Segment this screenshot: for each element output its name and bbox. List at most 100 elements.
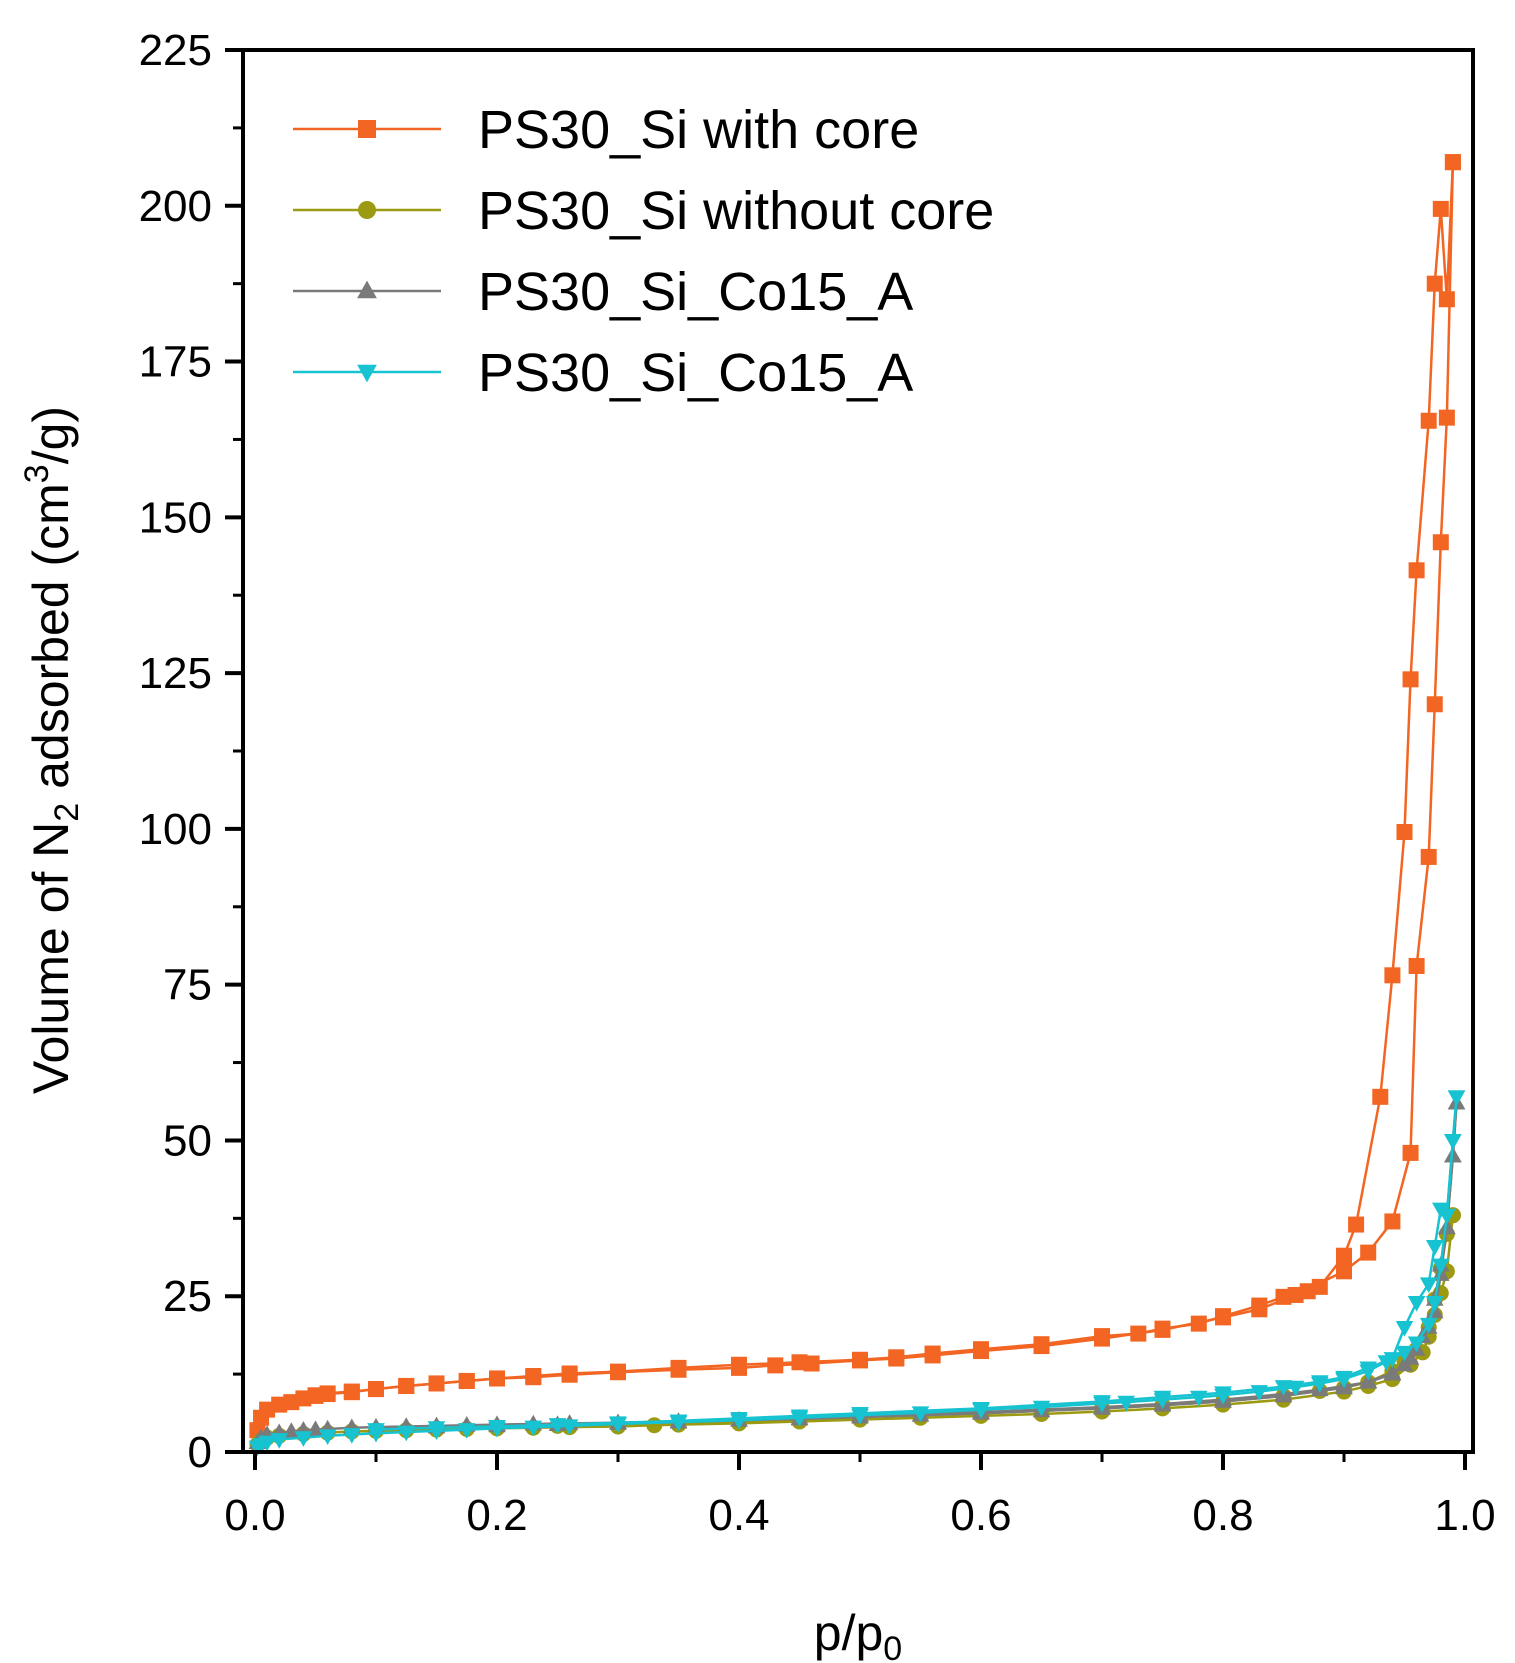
data-point (1384, 1213, 1401, 1230)
data-point (1408, 562, 1425, 579)
data-point (1447, 1090, 1466, 1107)
y-tick-label: 150 (139, 493, 212, 542)
data-point (1336, 1247, 1352, 1264)
y-tick-label: 225 (139, 26, 212, 75)
data-point (1444, 154, 1461, 171)
plot-area-frame (241, 48, 1475, 1454)
y-axis-title-superscript: 3 (18, 464, 56, 483)
data-point (1360, 1244, 1377, 1261)
data-point (1432, 1258, 1450, 1275)
data-point (270, 1433, 288, 1449)
data-point (924, 1345, 941, 1362)
x-axis-title: p/p0 (814, 1605, 902, 1663)
data-point (1396, 824, 1413, 841)
data-point (295, 1390, 312, 1407)
data-point (1311, 1278, 1328, 1295)
data-point (1093, 1395, 1111, 1411)
data-point (1359, 1361, 1377, 1378)
data-point (1384, 967, 1401, 984)
series-3-adsorption-line (256, 1102, 1458, 1444)
data-point (1372, 1088, 1389, 1105)
data-point (1419, 1317, 1438, 1334)
data-point (1154, 1320, 1171, 1337)
data-point (731, 1356, 747, 1373)
data-point (1395, 1355, 1414, 1372)
data-point (1190, 1315, 1207, 1332)
data-point (1432, 1202, 1450, 1219)
series-1-desorption-line (315, 162, 1455, 1397)
data-point (398, 1377, 415, 1394)
data-point (1402, 1144, 1419, 1161)
y-axis-title-subscript: 2 (48, 803, 86, 822)
y-axis-title: Volume of N2 adsorbed (cm3/g) (18, 406, 86, 1094)
data-point (888, 1349, 905, 1366)
data-point (1383, 1352, 1402, 1368)
data-point (427, 1421, 446, 1437)
data-point (283, 1394, 300, 1411)
data-point (1033, 1336, 1050, 1353)
data-point (1395, 1320, 1414, 1337)
y-tick-label: 75 (163, 961, 212, 1010)
data-point (1214, 1386, 1232, 1403)
data-point (1408, 957, 1425, 974)
data-point (525, 1367, 542, 1384)
data-point (791, 1354, 808, 1371)
data-point (1407, 1336, 1426, 1353)
x-axis-title-subscript: 0 (883, 1630, 902, 1663)
data-point (1336, 1263, 1352, 1280)
data-point (271, 1396, 288, 1413)
data-point (1335, 1370, 1353, 1387)
x-tick-label: 0.8 (1192, 1491, 1253, 1540)
y-tick-label: 25 (163, 1272, 212, 1321)
data-point (259, 1401, 276, 1418)
data-point (1420, 848, 1437, 865)
data-point (368, 1381, 384, 1398)
axis-ticks: 0.0 0.2 0.4 0.6 0.8 1.0 0 25 50 75 100 125 150 175 200… (139, 26, 1496, 1540)
data-point (319, 1385, 336, 1402)
y-tick-label: 100 (139, 805, 212, 854)
data-point (670, 1359, 687, 1376)
data-point (669, 1414, 688, 1431)
data-point (1407, 1296, 1426, 1312)
series-4 (248, 1090, 1466, 1457)
data-point (972, 1401, 990, 1418)
data-point (851, 1406, 869, 1423)
data-point (610, 1363, 626, 1380)
legend-label: PS30_Si with core (478, 100, 919, 160)
data-point (1359, 1373, 1377, 1389)
data-point (1275, 1288, 1292, 1305)
data-point (1274, 1380, 1293, 1396)
series-3-desorption-line (436, 1102, 1458, 1429)
data-point (646, 1417, 663, 1434)
y-tick-label: 125 (139, 649, 212, 698)
y-axis-title-main: Volume of N (23, 822, 79, 1094)
data-point (973, 1341, 989, 1358)
data-point (767, 1357, 784, 1374)
data-point (1432, 534, 1449, 551)
y-tick-label: 0 (188, 1428, 212, 1477)
legend-marker (357, 280, 377, 299)
data-point (343, 1383, 360, 1400)
data-point (1444, 1134, 1462, 1150)
data-point (1438, 409, 1455, 426)
data-point (1426, 275, 1443, 292)
data-point (1432, 200, 1449, 217)
data-point (1383, 1364, 1402, 1381)
data-point (1251, 1297, 1268, 1314)
data-point (1395, 1345, 1414, 1362)
data-point (1425, 1239, 1444, 1256)
legend: PS30_Si with core PS30_Si without core PS3… (293, 100, 994, 403)
series-3 (248, 1093, 1466, 1450)
data-point (803, 1355, 820, 1372)
data-point (489, 1370, 505, 1387)
legend-label: PS30_Si without core (478, 181, 994, 241)
legend-marker (357, 364, 377, 383)
series-1 (249, 154, 1461, 1439)
data-point (428, 1375, 445, 1392)
x-tick-label: 0.6 (950, 1491, 1011, 1540)
x-tick-label: 0.4 (708, 1491, 769, 1540)
y-tick-label: 50 (163, 1116, 212, 1165)
data-point (730, 1411, 748, 1428)
data-point (790, 1409, 809, 1426)
y-axis-title-middle: adsorbed (cm (23, 483, 79, 803)
